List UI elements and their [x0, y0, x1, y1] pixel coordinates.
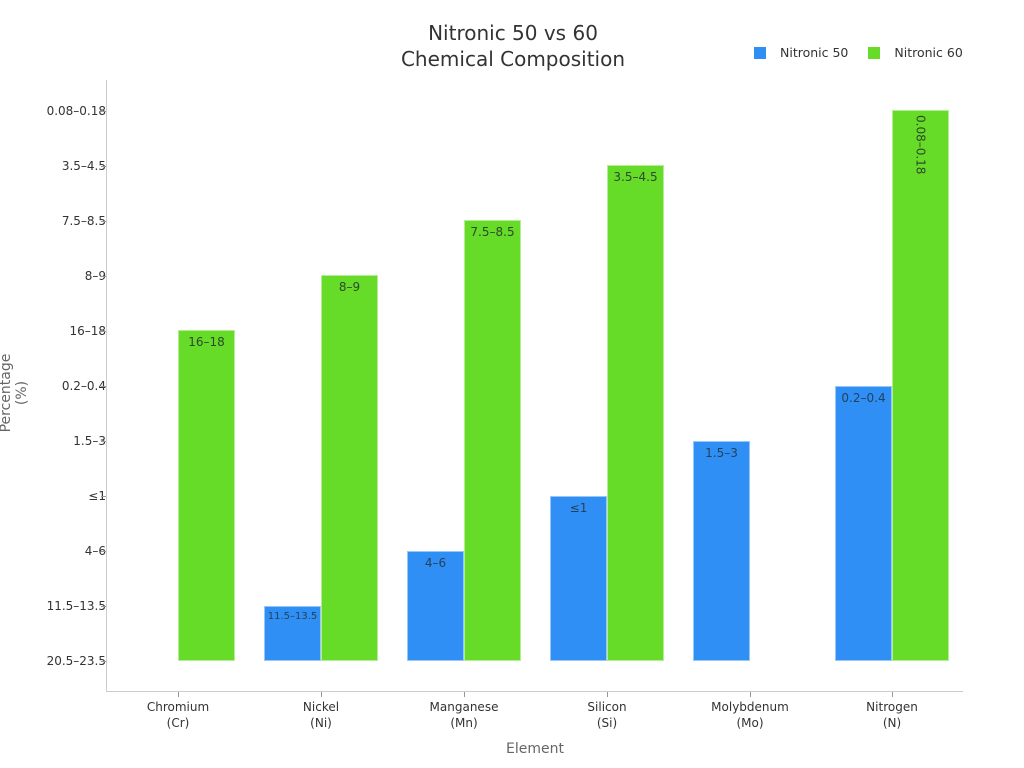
legend: Nitronic 50 Nitronic 60	[754, 45, 983, 60]
bar-silicon-nitronic-60[interactable]: 3.5–4.5	[607, 165, 664, 661]
x-tick-label-manganese: Manganese (Mn)	[404, 699, 524, 731]
x-tick-label-silicon: Silicon (Si)	[547, 699, 667, 731]
bar-value-label: 1.5–3	[705, 446, 738, 460]
y-tick-mark	[101, 661, 106, 662]
x-tick-line: (Si)	[596, 716, 618, 730]
bar-chromium-nitronic-60[interactable]: 16–18	[178, 330, 235, 661]
x-tick-line: Molybdenum	[711, 700, 789, 714]
y-tick-mark	[101, 606, 106, 607]
bar-nitrogen-nitronic-50[interactable]: 0.2–0.4	[835, 386, 892, 661]
bar-value-label: 11.5–13.5	[267, 611, 318, 622]
x-tick-label-molybdenum: Molybdenum (Mo)	[690, 699, 810, 731]
legend-swatch-nitronic-60	[868, 46, 881, 59]
chart-title-line-2: Chemical Composition	[400, 47, 626, 71]
y-tick-label: ≤1	[88, 489, 106, 503]
x-tick-mark	[321, 692, 322, 697]
y-tick-label: 11.5–13.5	[46, 599, 106, 613]
bar-value-label: 0.08–0.18	[913, 115, 928, 175]
y-axis-line	[106, 80, 107, 692]
legend-swatch-nitronic-50	[754, 46, 766, 59]
y-tick-label: 20.5–23.5	[46, 654, 106, 668]
bar-value-label: 4–6	[424, 556, 447, 570]
bar-nickel-nitronic-50[interactable]: 11.5–13.5	[264, 606, 321, 661]
chart-title-line-1: Nitronic 50 vs 60	[428, 21, 598, 45]
chart-title: Nitronic 50 vs 60 Chemical Composition	[300, 20, 726, 72]
x-tick-line: Silicon	[587, 700, 627, 714]
x-axis-title: Element	[506, 741, 564, 757]
legend-label-nitronic-60: Nitronic 60	[894, 45, 963, 60]
bar-nitrogen-nitronic-60[interactable]: 0.08–0.18	[892, 110, 949, 661]
y-tick-mark	[101, 441, 106, 442]
y-tick-mark	[101, 496, 106, 497]
y-tick-mark	[101, 111, 106, 112]
bar-manganese-nitronic-50[interactable]: 4–6	[407, 551, 464, 661]
bar-value-label: 0.2–0.4	[841, 391, 886, 405]
x-tick-mark	[892, 692, 893, 697]
bar-molybdenum-nitronic-50[interactable]: 1.5–3	[693, 441, 750, 661]
y-tick-mark	[101, 221, 106, 222]
legend-item-nitronic-50[interactable]: Nitronic 50	[754, 45, 848, 60]
legend-item-nitronic-60[interactable]: Nitronic 60	[868, 45, 963, 60]
y-tick-label: 4–6	[84, 544, 106, 558]
x-tick-mark	[178, 692, 179, 697]
x-tick-line: Nickel	[302, 700, 340, 714]
y-tick-label: 1.5–3	[73, 434, 106, 448]
bar-value-label: 16–18	[188, 335, 225, 349]
bar-nickel-nitronic-60[interactable]: 8–9	[321, 275, 378, 661]
y-tick-label: 0.08–0.18	[46, 104, 106, 118]
x-tick-line: Nitrogen	[866, 700, 918, 714]
y-tick-label: 8–9	[84, 269, 106, 283]
y-tick-label: 0.2–0.4	[61, 379, 106, 393]
x-tick-line: (Mo)	[736, 716, 764, 730]
y-tick-mark	[101, 276, 106, 277]
x-tick-mark	[750, 692, 751, 697]
x-tick-line: Manganese	[429, 700, 499, 714]
x-tick-line: (Cr)	[166, 716, 190, 730]
y-tick-mark	[101, 551, 106, 552]
bar-value-label: 3.5–4.5	[613, 170, 658, 184]
x-tick-line: (Mn)	[450, 716, 478, 730]
x-tick-mark	[464, 692, 465, 697]
x-tick-line: (N)	[882, 716, 902, 730]
x-tick-label-chromium: Chromium (Cr)	[118, 699, 238, 731]
y-tick-mark	[101, 386, 106, 387]
y-tick-label: 7.5–8.5	[61, 214, 106, 228]
y-tick-mark	[101, 166, 106, 167]
bar-value-label: 8–9	[338, 280, 361, 294]
bar-value-label: 7.5–8.5	[470, 225, 515, 239]
y-tick-label: 3.5–4.5	[61, 159, 106, 173]
y-axis-title: Percentage (%)	[0, 353, 30, 433]
x-tick-mark	[607, 692, 608, 697]
y-tick-label: 16–18	[69, 324, 106, 338]
x-axis-line	[106, 691, 963, 692]
x-tick-line: (Ni)	[310, 716, 332, 730]
x-tick-line: Chromium	[146, 700, 210, 714]
x-tick-label-nitrogen: Nitrogen (N)	[832, 699, 952, 731]
legend-label-nitronic-50: Nitronic 50	[780, 45, 849, 60]
x-tick-label-nickel: Nickel (Ni)	[261, 699, 381, 731]
bar-silicon-nitronic-50[interactable]: ≤1	[550, 496, 607, 661]
y-tick-mark	[101, 331, 106, 332]
bar-manganese-nitronic-60[interactable]: 7.5–8.5	[464, 220, 521, 661]
bar-value-label: ≤1	[569, 501, 588, 515]
